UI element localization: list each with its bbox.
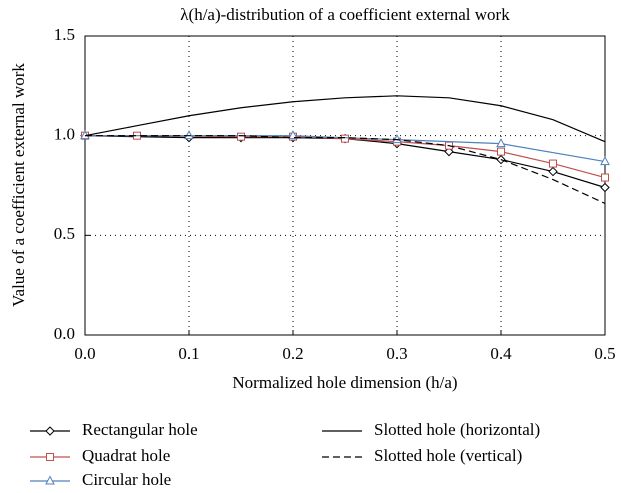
point-marker: [497, 147, 505, 156]
legend-label: Rectangular hole: [82, 420, 198, 439]
point-marker: [46, 453, 54, 461]
point-marker: [600, 182, 610, 193]
series-line: [85, 135, 606, 204]
legend-label: Slotted hole (horizontal): [374, 420, 540, 439]
point-marker: [496, 138, 506, 148]
point-marker: [444, 146, 454, 157]
y-tick-label: 1.5: [54, 25, 75, 44]
series-line: [84, 95, 606, 143]
x-tick-label: 0.0: [74, 344, 95, 363]
point-marker: [45, 475, 55, 485]
chart-title: λ(h/a)-distribution of a coefficient ext…: [180, 5, 510, 24]
x-tick-label: 0.5: [594, 344, 615, 363]
plot-frame: [84, 35, 606, 336]
legend-label: Slotted hole (vertical): [374, 446, 522, 465]
x-tick-label: 0.3: [386, 344, 407, 363]
point-marker: [600, 156, 610, 166]
series-line: [85, 135, 606, 163]
point-marker: [392, 134, 402, 144]
point-marker: [45, 426, 55, 436]
point-marker: [184, 130, 194, 140]
series-line: [84, 135, 606, 189]
legend-label: Circular hole: [82, 470, 171, 489]
x-tick-label: 0.2: [282, 344, 303, 363]
point-marker: [237, 132, 245, 141]
y-tick-label: 0.0: [54, 324, 75, 343]
x-axis-label: Normalized hole dimension (h/a): [232, 373, 457, 392]
y-axis-label: Value of a coefficient external work: [9, 63, 28, 307]
y-tick-label: 0.5: [54, 224, 75, 243]
point-marker: [548, 166, 558, 177]
point-marker: [601, 173, 609, 182]
y-tick-label: 1.0: [54, 125, 75, 144]
x-tick-label: 0.4: [490, 344, 512, 363]
point-marker: [341, 134, 349, 143]
legend-label: Quadrat hole: [82, 446, 170, 465]
x-tick-label: 0.1: [178, 344, 199, 363]
point-marker: [288, 130, 298, 140]
point-marker: [549, 159, 557, 168]
